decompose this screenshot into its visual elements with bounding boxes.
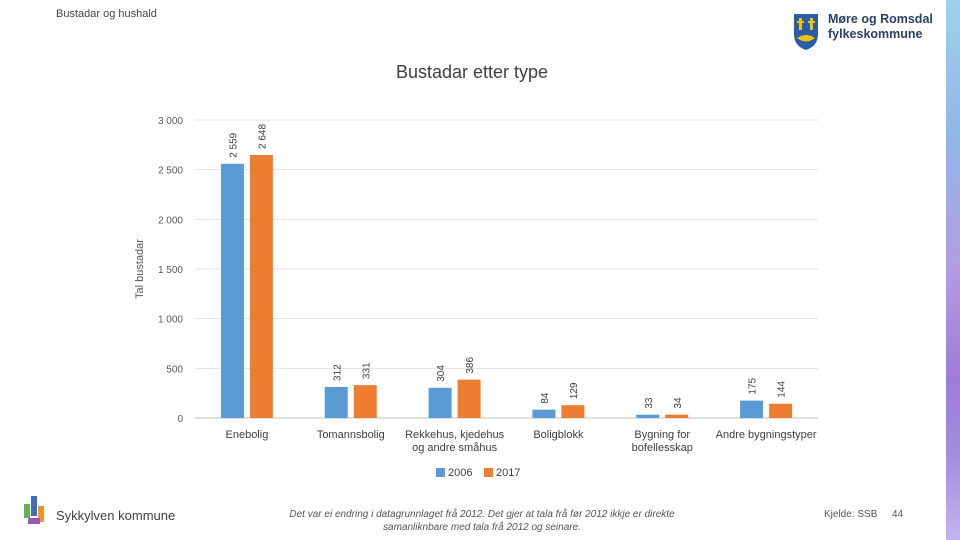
municipality-logo-icon bbox=[24, 496, 44, 524]
y-tick-label: 2 000 bbox=[158, 215, 183, 226]
data-label: 312 bbox=[332, 364, 343, 381]
organization-name: Sykkylven kommune bbox=[56, 508, 176, 523]
data-label: 84 bbox=[540, 392, 551, 404]
data-label: 386 bbox=[465, 357, 476, 374]
y-tick-label: 3 000 bbox=[158, 116, 183, 127]
data-label: 34 bbox=[673, 397, 684, 409]
data-label: 129 bbox=[569, 382, 580, 399]
bar-2017 bbox=[353, 385, 377, 418]
bar-2006 bbox=[532, 409, 556, 418]
data-note: Det var ei endring i datagrunnlaget frå … bbox=[289, 509, 675, 533]
bar-2006 bbox=[324, 387, 348, 418]
data-label: 2 648 bbox=[257, 124, 268, 149]
chart-title: Bustadar etter type bbox=[395, 62, 549, 82]
brand-name-line1: Møre og Romsdal bbox=[828, 12, 933, 26]
y-tick-label: 2 500 bbox=[158, 166, 183, 177]
bar-2006 bbox=[220, 163, 244, 418]
x-tick-label: Bygning for bbox=[634, 429, 690, 441]
bar-chart: 0 500 1 000 1 500 2 000 2 500 3 000 Tal bustada… bbox=[134, 116, 818, 479]
section-label: Bustadar og hushald bbox=[56, 8, 157, 20]
brand-name-line2: fylkeskommune bbox=[828, 27, 923, 41]
x-tick-label: Enebolig bbox=[226, 429, 269, 441]
bar-2017 bbox=[665, 414, 689, 418]
decorative-side-stripe bbox=[946, 0, 960, 540]
page-number: 44 bbox=[892, 509, 904, 520]
x-tick-label: Tomannsbolig bbox=[317, 429, 385, 441]
bar-2017 bbox=[457, 379, 481, 418]
county-crest-icon bbox=[794, 14, 818, 50]
legend-label: 2017 bbox=[496, 467, 520, 479]
x-tick-label: og andre småhus bbox=[412, 442, 497, 454]
data-label: 144 bbox=[777, 381, 788, 398]
bar-2006 bbox=[428, 387, 452, 418]
legend-label: 2006 bbox=[448, 467, 472, 479]
data-label: 331 bbox=[361, 362, 372, 379]
source-label: Kjelde: SSB bbox=[824, 509, 878, 520]
brand-logo: Møre og Romsdal fylkeskommune bbox=[792, 12, 933, 52]
y-tick-label: 1 000 bbox=[158, 315, 183, 326]
x-tick-label: Boligblokk bbox=[533, 429, 584, 441]
bar-2017 bbox=[249, 154, 273, 418]
x-tick-label: bofellesskap bbox=[632, 442, 693, 454]
legend-swatch bbox=[436, 468, 445, 477]
y-axis-title: Tal bustadar bbox=[134, 239, 146, 299]
data-label: 2 559 bbox=[228, 132, 239, 157]
y-tick-label: 500 bbox=[166, 364, 183, 375]
data-label: 33 bbox=[644, 397, 655, 409]
x-tick-label: Andre bygningstyper bbox=[716, 429, 817, 441]
bar-2017 bbox=[561, 405, 585, 418]
bar-2006 bbox=[740, 400, 764, 418]
data-label: 304 bbox=[436, 365, 447, 382]
data-label: 175 bbox=[748, 377, 759, 394]
y-tick-label: 0 bbox=[177, 414, 183, 425]
y-tick-label: 1 500 bbox=[158, 265, 183, 276]
bar-2017 bbox=[769, 403, 793, 418]
bar-2006 bbox=[636, 414, 660, 418]
x-tick-label: Rekkehus, kjedehus bbox=[405, 429, 505, 441]
legend-swatch bbox=[484, 468, 493, 477]
